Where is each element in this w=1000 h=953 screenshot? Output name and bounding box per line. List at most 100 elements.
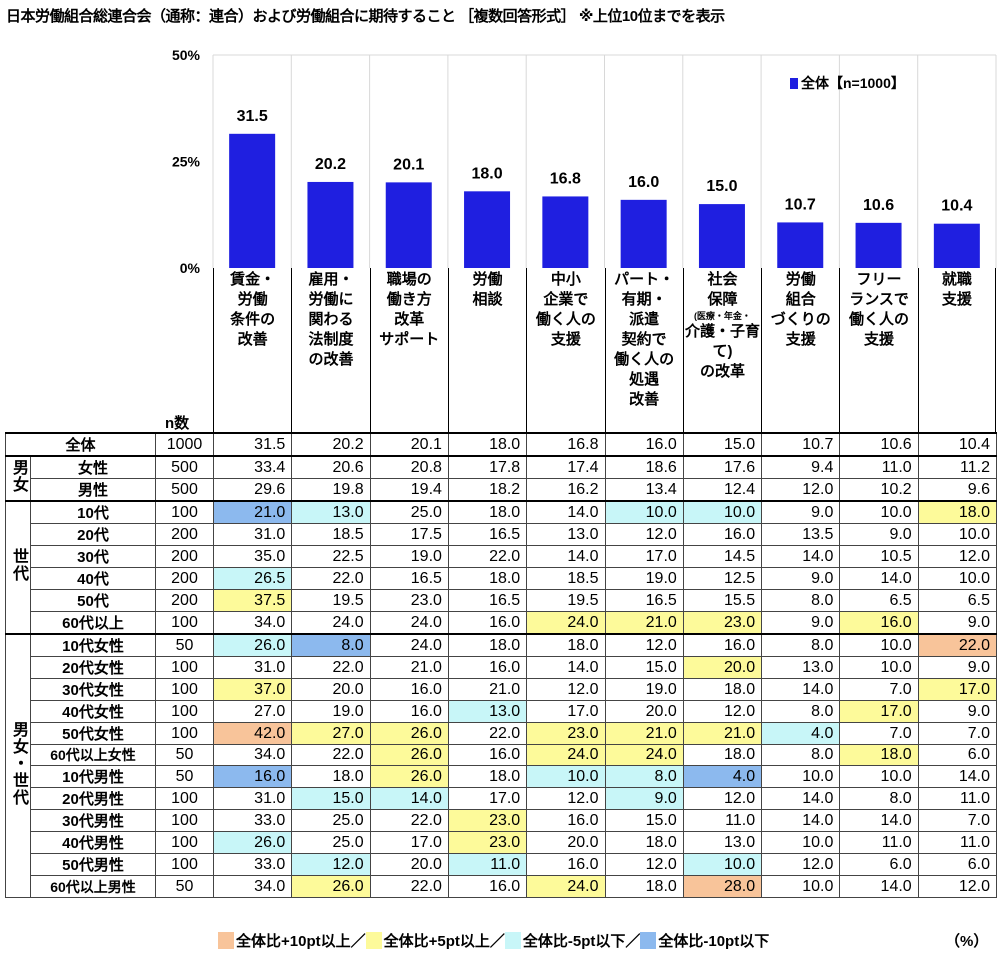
table-cell: 13.0 [291, 500, 371, 524]
table-cell: 18.0 [839, 743, 919, 767]
table-cell: 8.0 [761, 589, 841, 612]
table-cell: 28.0 [682, 875, 763, 898]
category-header-line: 条件の [230, 311, 276, 328]
table-cell: 10.0 [917, 523, 997, 546]
table-cell: 8.0 [291, 633, 371, 657]
table-cell: 16.0 [447, 611, 528, 635]
y-tick-label: 0% [180, 260, 201, 276]
bar [307, 181, 354, 268]
table-cell: 20.6 [291, 455, 371, 479]
table-cell: 18.0 [682, 743, 763, 767]
table-cell: 16.0 [526, 853, 606, 877]
table-cell: 10.0 [761, 831, 841, 855]
table-cell: 26.0 [369, 765, 449, 789]
table-cell: 20.0 [604, 700, 684, 723]
category-header: 雇用・ 労働に 関わる 法制度 の改善 [291, 268, 369, 432]
table-cell: 26.0 [213, 633, 293, 657]
table-cell: 11.2 [917, 455, 997, 479]
table-cell: 26.5 [213, 567, 293, 590]
table-cell: 16.0 [369, 678, 449, 701]
table-cell: 11.0 [682, 809, 763, 833]
table-cell: 33.4 [213, 455, 293, 479]
category-header-line: 法制度 [308, 331, 354, 348]
table-cell: 18.0 [447, 633, 528, 657]
table-cell: 9.6 [917, 478, 997, 502]
table-cell: 12.5 [682, 567, 763, 590]
table-cell: 37.0 [213, 678, 293, 701]
table-cell: 21.0 [447, 678, 528, 701]
table-cell: 17.0 [369, 831, 449, 855]
category-header-line: 働き方 [386, 291, 432, 308]
table-cell: 10.0 [526, 765, 606, 789]
table-cell: 4.0 [761, 722, 841, 745]
table-cell: 12.0 [682, 700, 763, 723]
category-header-line: 職場の [386, 271, 432, 288]
table-cell: 11.0 [447, 853, 528, 877]
group-label: 男女 [10, 459, 27, 493]
row-label: 50代 [29, 589, 157, 612]
table-cell: 31.0 [213, 787, 293, 811]
table-cell: 6.0 [839, 853, 919, 877]
bar [385, 182, 432, 268]
category-header-line: 改善 [629, 391, 660, 408]
table-cell: 21.0 [682, 722, 763, 745]
table-cell: 26.0 [369, 722, 449, 745]
table-cell: 19.0 [369, 545, 449, 568]
table-cell: 14.0 [526, 656, 606, 679]
chart-legend: 全体【n=1000】 [790, 73, 905, 93]
category-header-line: 派遣 [629, 311, 660, 328]
data-label: 16.0 [628, 174, 659, 191]
n-count: 50 [155, 633, 215, 657]
table-cell: 12.0 [682, 787, 763, 811]
table-cell: 24.0 [526, 611, 606, 635]
category-header-line: 改善 [237, 331, 268, 348]
category-header-line: 労働に [308, 291, 354, 308]
table-cell: 17.0 [447, 787, 528, 811]
table-cell: 18.0 [291, 765, 371, 789]
category-header-line: 支援 [785, 331, 816, 348]
table-cell: 19.4 [369, 478, 449, 502]
table-cell: 16.0 [447, 656, 528, 679]
table-cell: 19.0 [604, 567, 684, 590]
category-header-line: 就職 [941, 271, 972, 288]
table-cell: 17.6 [682, 455, 763, 479]
table-cell: 35.0 [213, 545, 293, 568]
category-header-line: パート・ [614, 271, 675, 288]
table-cell: 11.0 [917, 831, 997, 855]
table-cell: 20.8 [369, 455, 449, 479]
category-header-line: 社会 [707, 271, 738, 288]
legend-swatch [790, 77, 798, 89]
table-row: 男女 女性 500 33.4 20.6 20.8 17.8 17.4 18.6 17.6 9.4 11… [5, 455, 997, 502]
table-cell: 10.6 [839, 432, 919, 457]
table-cell: 31.0 [213, 523, 293, 546]
group-label: 男女・世代 [10, 720, 27, 806]
chart-title: 日本労働組合総連合会（通称：連合）および労働組合に期待すること ［複数回答形式］… [6, 8, 725, 25]
table-cell: 17.0 [917, 678, 997, 701]
table-cell: 37.5 [213, 589, 293, 612]
table-cell: 14.0 [369, 787, 449, 811]
n-count: 100 [155, 831, 215, 855]
table-cell: 16.5 [369, 567, 449, 590]
table-cell: 8.0 [761, 633, 841, 657]
table-row: 40代 200 26.5 22.0 16.5 18.0 18.5 19.0 12.5 9.0 14.… [6, 567, 997, 590]
group-label-cell: 男女・世代 [5, 632, 31, 898]
table-cell: 12.0 [291, 853, 371, 877]
table-cell: 9.0 [761, 500, 841, 524]
table-cell: 8.0 [604, 765, 684, 789]
category-header-line: 賃金・ [230, 271, 276, 288]
table-cell: 4.0 [682, 765, 763, 789]
table-cell: 23.0 [447, 809, 528, 833]
n-count: 200 [155, 523, 215, 546]
category-header: 職場の 働き方 改革 サポート [369, 268, 448, 432]
table-cell: 18.0 [604, 831, 684, 855]
n-count-header: n数 [165, 415, 190, 432]
category-header: 賃金・ 労働 条件の 改善 [213, 268, 291, 432]
table-cell: 22.0 [917, 633, 997, 657]
category-header: パート・ 有期・ 派遣 契約で 働く人の 処遇 改善 [604, 268, 683, 432]
table-cell: 7.0 [839, 678, 919, 701]
row-label: 20代 [29, 523, 157, 546]
data-label: 16.8 [550, 170, 581, 187]
row-label: 30代男性 [29, 809, 157, 833]
table-cell: 7.0 [917, 809, 997, 833]
category-header-line: 支援 [941, 291, 972, 308]
